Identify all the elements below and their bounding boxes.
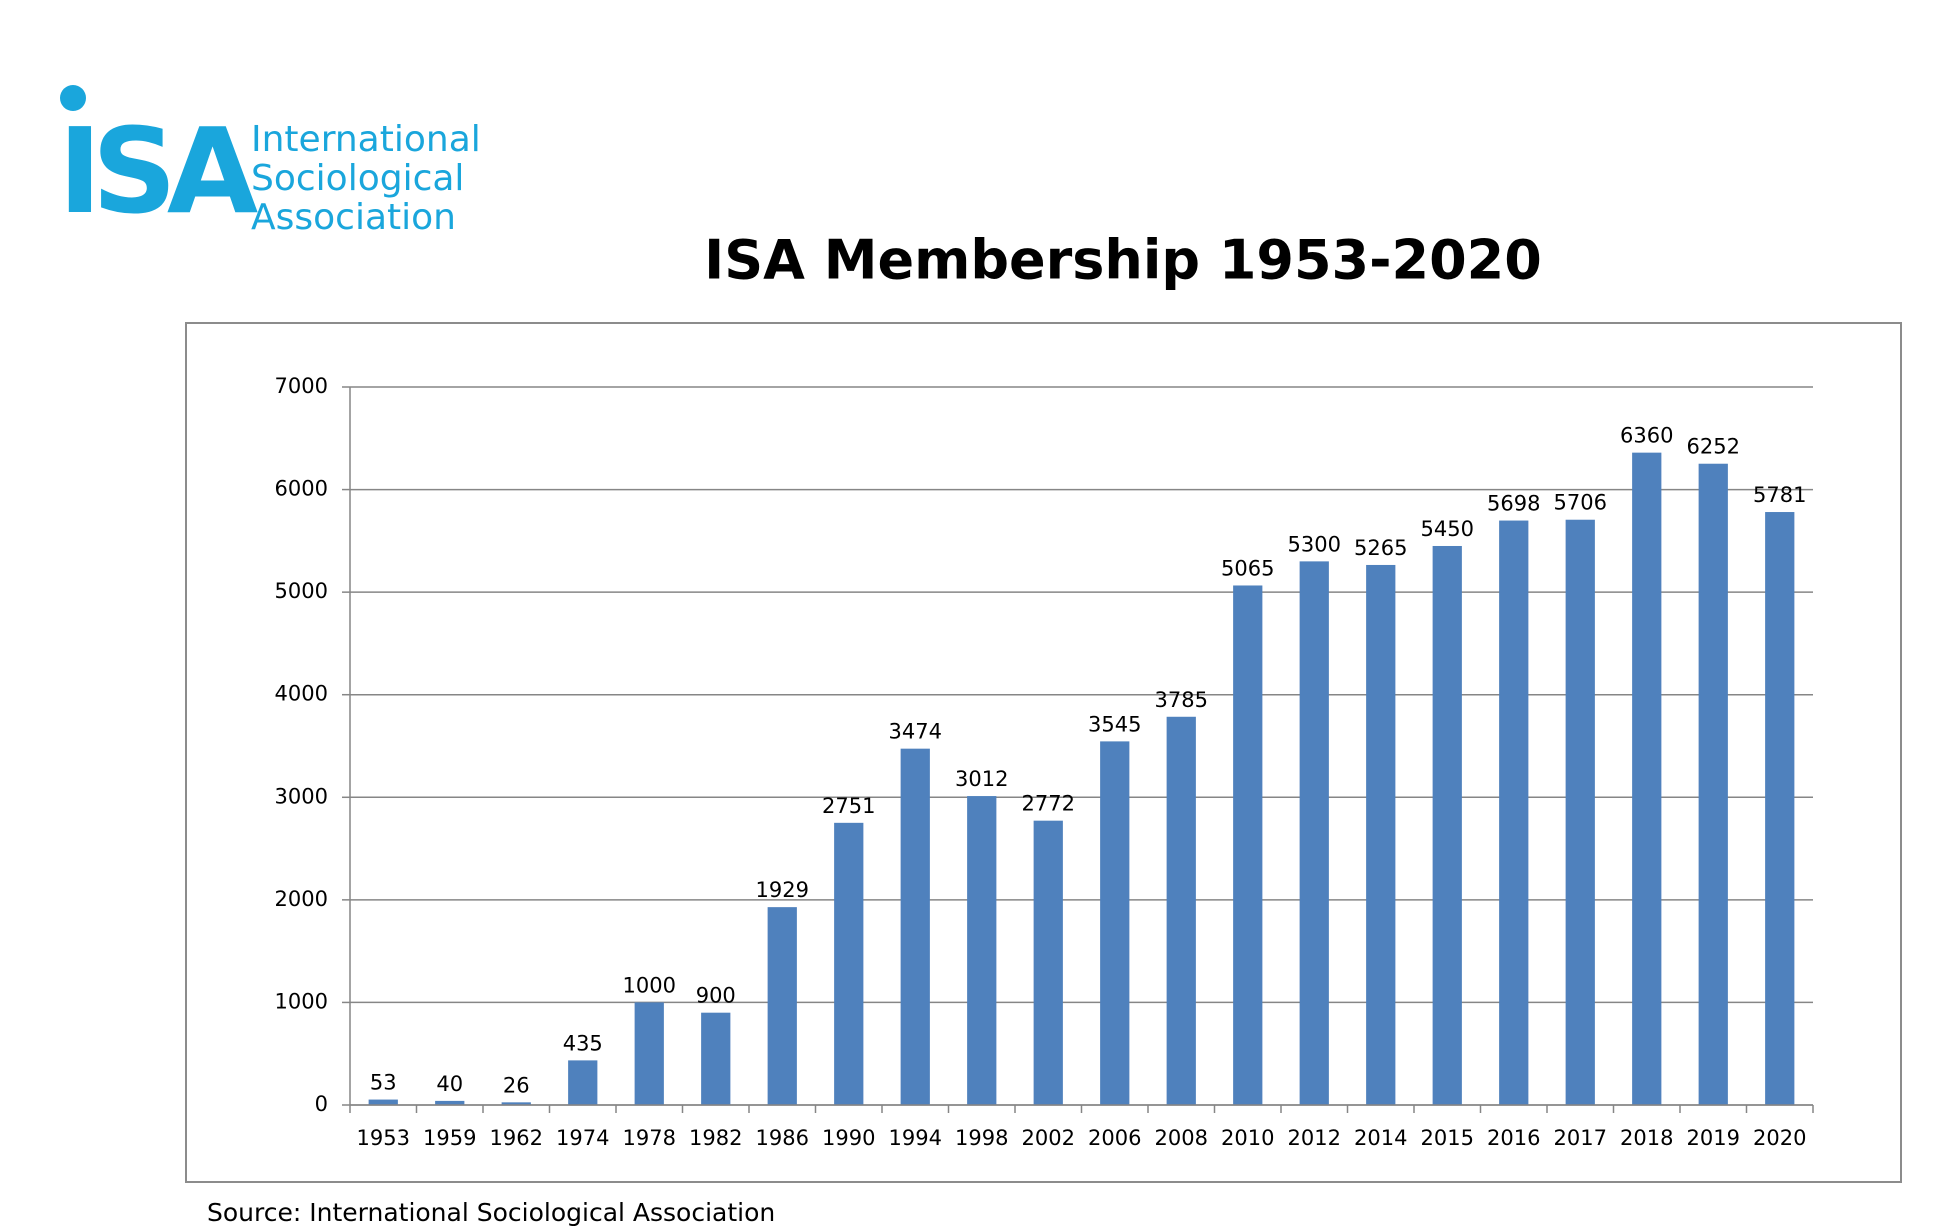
y-tick-label: 5000 xyxy=(275,579,328,603)
logo-mark: ISA xyxy=(58,102,258,240)
value-label: 5706 xyxy=(1554,491,1607,515)
x-tick-label: 2015 xyxy=(1421,1126,1474,1150)
value-label: 40 xyxy=(436,1072,463,1096)
x-tick-label: 1962 xyxy=(490,1126,543,1150)
value-label: 900 xyxy=(696,984,736,1008)
x-tick-label: 1959 xyxy=(423,1126,476,1150)
bar xyxy=(1632,452,1662,1105)
x-tick-label: 2010 xyxy=(1221,1126,1274,1150)
x-tick-label: 2012 xyxy=(1288,1126,1341,1150)
bar xyxy=(1166,716,1196,1105)
bar xyxy=(1765,512,1795,1105)
value-label: 6360 xyxy=(1620,424,1673,448)
bar xyxy=(900,748,930,1105)
chart-title: ISA Membership 1953-2020 xyxy=(704,229,1542,292)
bar xyxy=(1100,741,1130,1105)
bar xyxy=(1033,820,1063,1105)
y-tick-label: 6000 xyxy=(275,477,328,501)
value-label: 3785 xyxy=(1155,688,1208,712)
x-tick-label: 1986 xyxy=(756,1126,809,1150)
bar xyxy=(1698,463,1728,1106)
bar xyxy=(1233,585,1263,1105)
x-tick-label: 1998 xyxy=(955,1126,1008,1150)
value-label: 5265 xyxy=(1354,536,1407,560)
value-label: 2751 xyxy=(822,794,875,818)
value-label: 26 xyxy=(503,1073,530,1097)
y-tick-label: 0 xyxy=(315,1092,328,1116)
x-tick-label: 2017 xyxy=(1554,1126,1607,1150)
value-label: 5781 xyxy=(1753,483,1806,507)
x-tick-label: 1982 xyxy=(689,1126,742,1150)
bar xyxy=(967,796,997,1105)
x-tick-label: 2018 xyxy=(1620,1126,1673,1150)
logo-text: International xyxy=(251,119,481,160)
bar xyxy=(767,907,797,1105)
x-tick-label: 2016 xyxy=(1487,1126,1540,1150)
x-tick-label: 2002 xyxy=(1022,1126,1075,1150)
value-label: 5065 xyxy=(1221,556,1274,580)
bar xyxy=(1366,564,1396,1105)
x-tick-label: 1953 xyxy=(357,1126,410,1150)
bar xyxy=(435,1100,465,1105)
value-label: 435 xyxy=(563,1031,603,1055)
x-tick-label: 1974 xyxy=(556,1126,609,1150)
value-label: 5450 xyxy=(1421,517,1474,541)
x-tick-label: 1990 xyxy=(822,1126,875,1150)
bar xyxy=(701,1012,731,1105)
y-tick-label: 4000 xyxy=(275,682,328,706)
x-tick-label: 1994 xyxy=(889,1126,942,1150)
y-tick-label: 7000 xyxy=(275,374,328,398)
logo-text: Sociological xyxy=(251,158,464,199)
value-label: 1929 xyxy=(756,878,809,902)
value-label: 3012 xyxy=(955,767,1008,791)
x-tick-label: 1978 xyxy=(623,1126,676,1150)
value-label: 2772 xyxy=(1022,792,1075,816)
chart-frame xyxy=(185,322,1902,1183)
x-tick-label: 2019 xyxy=(1687,1126,1740,1150)
value-label: 3545 xyxy=(1088,712,1141,736)
bar xyxy=(1499,520,1529,1105)
bar xyxy=(501,1102,531,1105)
y-tick-label: 2000 xyxy=(275,887,328,911)
x-tick-label: 2006 xyxy=(1088,1126,1141,1150)
bar xyxy=(1432,545,1462,1105)
bar xyxy=(634,1002,664,1105)
bar xyxy=(1299,561,1329,1105)
x-tick-label: 2020 xyxy=(1753,1126,1806,1150)
y-tick-label: 1000 xyxy=(275,989,328,1013)
bar xyxy=(1565,519,1595,1105)
y-tick-label: 3000 xyxy=(275,784,328,808)
source-note: Source: International Sociological Assoc… xyxy=(207,1198,775,1227)
bar xyxy=(368,1099,398,1105)
value-label: 1000 xyxy=(623,973,676,997)
x-tick-label: 2014 xyxy=(1354,1126,1407,1150)
logo-text: Association xyxy=(251,197,456,238)
logo-dot xyxy=(60,85,86,111)
x-tick-label: 2008 xyxy=(1155,1126,1208,1150)
value-label: 53 xyxy=(370,1071,397,1095)
value-label: 6252 xyxy=(1687,435,1740,459)
bar xyxy=(834,822,864,1105)
bar xyxy=(568,1060,598,1105)
value-label: 3474 xyxy=(889,720,942,744)
value-label: 5698 xyxy=(1487,492,1540,516)
value-label: 5300 xyxy=(1288,532,1341,556)
